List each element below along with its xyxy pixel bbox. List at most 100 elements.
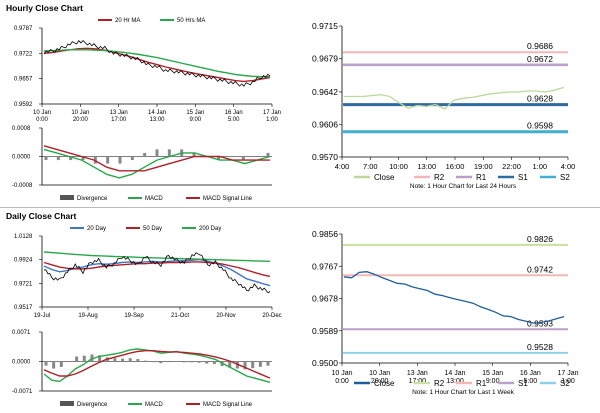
x-tick-label: 13 Jan 17:00 bbox=[110, 110, 128, 123]
x-tick-label: 15 Jan 9:00 bbox=[482, 370, 503, 385]
x-tick-label: 17 Jan 1:00 bbox=[263, 110, 281, 123]
y-tick-label: 0.9856 bbox=[312, 229, 338, 239]
level-label-r2: 0.9826 bbox=[527, 234, 553, 244]
y-tick-label: 0.9721 bbox=[14, 281, 33, 287]
divergence-bar bbox=[229, 156, 233, 158]
divergence-bar bbox=[118, 156, 122, 164]
legend-divergence: Divergence bbox=[77, 402, 108, 408]
level-label-s1: 0.9628 bbox=[527, 94, 553, 104]
divergence-bar bbox=[212, 361, 216, 364]
y-tick-label: 0.9606 bbox=[312, 119, 338, 129]
y-tick-label: 1.0128 bbox=[14, 234, 33, 240]
x-tick-label: 10 Jan 20:00 bbox=[369, 370, 390, 385]
divergence-bar bbox=[166, 361, 170, 363]
hourly-macd-chart: 0.0008 0.0000 -0.0008 Divergence MACD MACD Si… bbox=[12, 126, 272, 202]
y-tick-label: -0.0071 bbox=[12, 389, 33, 395]
divergence-bar bbox=[217, 156, 221, 161]
divergence-bar bbox=[243, 361, 247, 370]
legend-divergence-swatch bbox=[60, 401, 74, 406]
section-divider bbox=[0, 207, 600, 208]
legend-r2: R2 bbox=[434, 379, 445, 388]
divergence-bar bbox=[59, 361, 63, 367]
y-tick-label: 0.0008 bbox=[12, 126, 31, 132]
divergence-bar bbox=[52, 361, 56, 369]
y-tick-label: 0.9517 bbox=[14, 305, 33, 311]
divergence-bar bbox=[98, 355, 102, 362]
daily-levels-chart: 0.9856 0.9767 0.9678 0.9589 0.9500 10 Jan 0:00… bbox=[312, 229, 579, 396]
divergence-bar bbox=[75, 356, 79, 362]
legend-close: Close bbox=[374, 379, 395, 388]
x-tick-label: 19:00 bbox=[474, 162, 493, 171]
level-label-r2: 0.9686 bbox=[527, 41, 553, 51]
divergence-bar bbox=[82, 355, 86, 362]
divergence-bar bbox=[56, 156, 60, 161]
x-tick-label: 10:00 bbox=[389, 162, 408, 171]
daily-section-title: Daily Close Chart bbox=[6, 211, 77, 221]
legend-s1: S1 bbox=[518, 379, 528, 388]
divergence-bar bbox=[151, 361, 155, 363]
divergence-bar bbox=[182, 361, 186, 363]
legend-s2: S2 bbox=[560, 173, 570, 182]
x-tick-label: 13:00 bbox=[417, 162, 436, 171]
x-tick-label: 20-Nov bbox=[216, 313, 235, 319]
legend-macd-signal-line: MACD Signal Line bbox=[203, 402, 253, 408]
divergence-bar bbox=[228, 361, 232, 368]
legend-macd: MACD bbox=[145, 196, 163, 202]
chart-note: Note: 1 Hour Chart for Last 1 Week bbox=[412, 389, 515, 396]
legend-200-day: 200 Day bbox=[199, 226, 221, 232]
y-tick-label: 0.9767 bbox=[312, 261, 338, 271]
x-tick-label: 4:00 bbox=[335, 162, 350, 171]
y-tick-label: 0.9715 bbox=[312, 21, 338, 31]
divergence-bar bbox=[67, 361, 71, 363]
series-20-hr-ma bbox=[43, 47, 271, 83]
divergence-bar bbox=[81, 156, 85, 161]
x-tick-label: 4:00 bbox=[561, 162, 576, 171]
legend-s2: S2 bbox=[560, 379, 570, 388]
x-tick-label: 10 Jan 0:00 bbox=[331, 370, 352, 385]
x-tick-label: 1:00 bbox=[532, 162, 547, 171]
x-tick-label: 15 Jan 9:00 bbox=[186, 110, 204, 123]
divergence-bar bbox=[205, 361, 209, 364]
x-tick-label: 14 Jan 13:00 bbox=[444, 370, 465, 385]
level-label-r1: 0.9742 bbox=[527, 264, 553, 274]
divergence-bar bbox=[121, 358, 125, 362]
divergence-bar bbox=[167, 149, 171, 157]
x-tick-label: 19-Aug bbox=[78, 313, 97, 319]
legend-50-day: 50 Day bbox=[143, 226, 162, 232]
legend-20-hr-ma: 20 Hr MA bbox=[115, 18, 140, 24]
y-tick-label: 0.9500 bbox=[312, 358, 338, 368]
x-tick-label: 13 Jan 17:00 bbox=[407, 370, 428, 385]
divergence-bar bbox=[155, 149, 159, 157]
y-tick-label: -0.0008 bbox=[12, 183, 33, 189]
legend-divergence-swatch bbox=[60, 195, 74, 200]
level-label-s2: 0.9528 bbox=[527, 342, 553, 352]
x-tick-label: 17 Jan 1:00 bbox=[557, 370, 578, 385]
legend-divergence: Divergence bbox=[77, 196, 108, 202]
y-tick-label: 0.0000 bbox=[12, 360, 31, 366]
y-tick-label: 0.9924 bbox=[14, 258, 33, 264]
divergence-bar bbox=[144, 360, 148, 362]
level-label-s2: 0.9598 bbox=[527, 121, 553, 131]
divergence-bar bbox=[113, 358, 117, 362]
legend-r2: R2 bbox=[434, 173, 445, 182]
legend-close: Close bbox=[374, 173, 395, 182]
level-label-s1: 0.9593 bbox=[527, 318, 553, 328]
divergence-bar bbox=[266, 152, 270, 157]
divergence-bar bbox=[136, 359, 140, 362]
divergence-bar bbox=[266, 361, 270, 366]
divergence-bar bbox=[130, 156, 134, 161]
x-tick-label: 10 Jan 0:00 bbox=[33, 110, 51, 123]
hourly-section-title: Hourly Close Chart bbox=[6, 3, 83, 13]
chart-note: Note: 1 Hour Chart for Last 24 Hours bbox=[410, 183, 517, 190]
x-tick-label: 16 Jan 5:00 bbox=[520, 370, 541, 385]
divergence-bar bbox=[159, 361, 163, 364]
divergence-bar bbox=[258, 361, 262, 367]
y-tick-label: 0.9657 bbox=[14, 77, 33, 83]
legend-s1: S1 bbox=[518, 173, 528, 182]
series-close bbox=[344, 86, 565, 110]
x-tick-label: 7:00 bbox=[363, 162, 378, 171]
legend-macd-signal-line: MACD Signal Line bbox=[203, 196, 253, 202]
y-tick-label: 0.9787 bbox=[14, 26, 33, 32]
divergence-bar bbox=[106, 156, 110, 164]
